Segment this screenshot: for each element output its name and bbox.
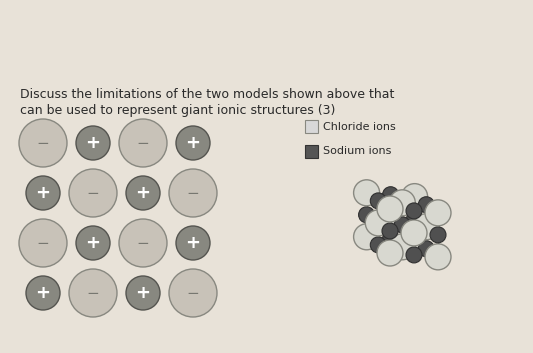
Text: −: − [187, 185, 199, 201]
Circle shape [370, 237, 386, 253]
Text: −: − [37, 235, 50, 251]
Text: +: + [36, 184, 51, 202]
Circle shape [425, 244, 451, 270]
Text: Chloride ions: Chloride ions [323, 121, 395, 132]
Circle shape [76, 226, 110, 260]
Circle shape [377, 204, 403, 230]
Text: −: − [136, 136, 149, 150]
Circle shape [401, 228, 427, 254]
Circle shape [389, 190, 415, 216]
Circle shape [401, 184, 427, 210]
Circle shape [383, 231, 399, 247]
Circle shape [382, 223, 398, 239]
Text: +: + [185, 134, 200, 152]
Bar [305, 120, 318, 133]
Circle shape [169, 169, 217, 217]
Circle shape [119, 219, 167, 267]
Circle shape [359, 207, 375, 223]
Circle shape [406, 203, 422, 219]
Text: +: + [36, 284, 51, 302]
Circle shape [19, 119, 67, 167]
Circle shape [401, 220, 427, 246]
Text: −: − [37, 136, 50, 150]
Circle shape [418, 241, 434, 257]
Circle shape [176, 226, 210, 260]
Circle shape [406, 247, 422, 263]
Circle shape [370, 193, 386, 209]
Circle shape [394, 217, 410, 233]
Text: −: − [87, 286, 99, 300]
Text: −: − [87, 185, 99, 201]
Circle shape [353, 180, 379, 206]
Text: +: + [135, 184, 150, 202]
Circle shape [76, 126, 110, 160]
Circle shape [430, 227, 446, 243]
Text: −: − [187, 286, 199, 300]
Circle shape [383, 187, 399, 203]
Circle shape [425, 200, 451, 226]
Circle shape [26, 276, 60, 310]
Bar [305, 145, 318, 158]
Circle shape [19, 219, 67, 267]
Circle shape [377, 196, 403, 222]
Circle shape [176, 126, 210, 160]
Circle shape [169, 269, 217, 317]
Text: +: + [85, 134, 101, 152]
Text: Sodium ions: Sodium ions [323, 146, 391, 156]
Circle shape [377, 240, 403, 266]
Text: +: + [85, 234, 101, 252]
Circle shape [119, 119, 167, 167]
Circle shape [126, 176, 160, 210]
Text: +: + [135, 284, 150, 302]
Circle shape [407, 211, 423, 227]
Text: +: + [185, 234, 200, 252]
Circle shape [365, 210, 391, 236]
Circle shape [389, 234, 415, 260]
Circle shape [353, 224, 379, 250]
Circle shape [126, 276, 160, 310]
Text: Discuss the limitations of the two models shown above that: Discuss the limitations of the two model… [20, 88, 394, 101]
Text: −: − [136, 235, 149, 251]
Text: can be used to represent giant ionic structures (3): can be used to represent giant ionic str… [20, 104, 335, 117]
Circle shape [69, 169, 117, 217]
Circle shape [26, 176, 60, 210]
Circle shape [418, 197, 434, 213]
Circle shape [413, 214, 439, 240]
Circle shape [69, 269, 117, 317]
